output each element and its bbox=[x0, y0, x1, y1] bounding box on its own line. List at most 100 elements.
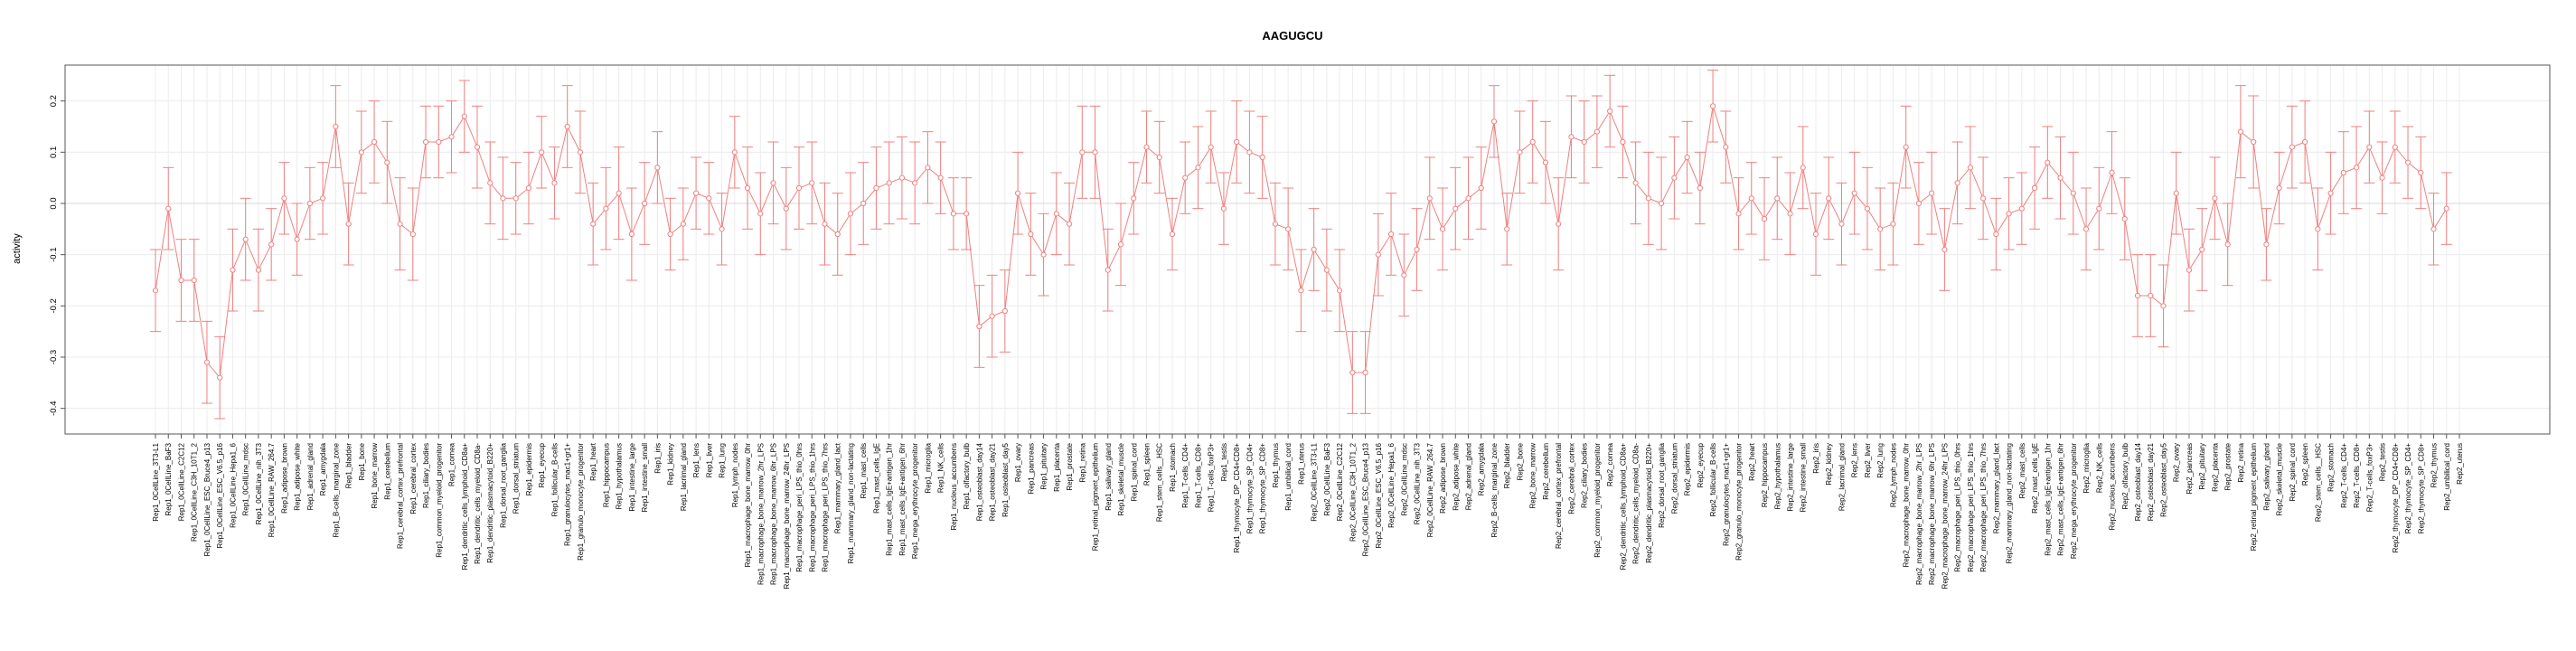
x-tick-label: Rep1_dorsal_striatum bbox=[512, 443, 521, 514]
data-point bbox=[680, 221, 686, 227]
data-point bbox=[1079, 149, 1086, 156]
x-tick-label: Rep1_dendritic_cells_lymphoid_CD8a+ bbox=[461, 443, 469, 571]
x-tick-label: Rep2_osteoblast_day21 bbox=[2147, 442, 2155, 521]
x-tick-label: Rep1_amygdala bbox=[319, 442, 327, 495]
data-point bbox=[551, 180, 558, 186]
data-point bbox=[461, 113, 467, 119]
x-tick-label: Rep1_T-cells_CD8+ bbox=[1194, 443, 1202, 508]
data-point bbox=[628, 231, 635, 238]
x-tick-label: Rep2_dendritic_plasmacytoid_B220+ bbox=[1645, 443, 1653, 563]
x-tick-label: Rep1_spleen bbox=[1142, 443, 1151, 486]
x-tick-label: Rep1_macrophage_peri_LPS_thio_7hrs bbox=[821, 443, 829, 572]
data-point bbox=[2212, 195, 2218, 202]
x-tick-label: Rep2_microglia bbox=[2082, 442, 2091, 493]
x-tick-label: Rep1_T-cells_CD4+ bbox=[1181, 443, 1189, 508]
data-point bbox=[898, 175, 906, 181]
x-tick-label: Rep1_pituitary bbox=[1040, 443, 1048, 490]
x-tick-label: Rep1_pancreas bbox=[1027, 443, 1035, 494]
data-point bbox=[1465, 195, 1471, 202]
x-tick-label: Rep1_osteoblast_day14 bbox=[975, 442, 983, 521]
data-point bbox=[1800, 165, 1806, 171]
x-tick-label: Rep2_mast_cells bbox=[2018, 443, 2026, 498]
x-tick-label: Rep2_pancreas bbox=[2186, 443, 2194, 494]
x-tick-label: Rep2_salivary_gland bbox=[2262, 443, 2270, 511]
data-point bbox=[165, 205, 172, 212]
data-point bbox=[242, 236, 249, 242]
x-tick-label: Rep1_granulocytes_mac1+gr1+ bbox=[564, 443, 572, 546]
x-tick-label: Rep1_ovary bbox=[1014, 443, 1022, 482]
data-point bbox=[564, 123, 570, 130]
data-point bbox=[1709, 103, 1716, 109]
x-tick-label: Rep1_mammary_gland_lact bbox=[834, 442, 842, 533]
x-tick-label: Rep2_thymocyte_SP_CD4+ bbox=[2404, 443, 2412, 534]
y-tick-label: 0.2 bbox=[49, 95, 59, 107]
x-tick-label: Rep2_0CellLine_nih_3T3 bbox=[1414, 442, 1422, 524]
data-point bbox=[1323, 267, 1330, 273]
data-point bbox=[1490, 118, 1498, 125]
data-point bbox=[1169, 231, 1176, 238]
x-tick-label: Rep1_mast_cells_IgE+antigen_1hr bbox=[886, 443, 894, 556]
data-point bbox=[1787, 211, 1793, 217]
x-tick-label: Rep1_0CellLine_Hepa1_6 bbox=[229, 442, 237, 527]
x-tick-label: Rep1_liver bbox=[705, 443, 713, 478]
x-tick-label: Rep1_0CellLine_RAW_264.7 bbox=[268, 442, 276, 537]
x-tick-label: Rep2_0CellLine_Hepa1_6 bbox=[1387, 442, 1396, 527]
gridlines bbox=[65, 65, 2550, 434]
x-tick-label: Rep2_mammary_gland_non-lactating bbox=[2006, 443, 2014, 563]
data-point bbox=[1311, 246, 1317, 253]
x-tick-label: Rep1_0CellLine_ESC_Bruce4_p13 bbox=[203, 442, 212, 556]
x-tick-label: Rep2_cerebral_cortex bbox=[1567, 443, 1575, 514]
data-point bbox=[1581, 138, 1587, 146]
data-point bbox=[2392, 144, 2398, 150]
data-point bbox=[178, 277, 184, 284]
y-tick-label: 0.0 bbox=[49, 197, 59, 209]
x-tick-label: Rep1_thymocyte_SP_CD8+ bbox=[1259, 443, 1267, 534]
x-tick-label: Rep2_follicular_B-cells bbox=[1709, 443, 1717, 516]
data-point bbox=[422, 138, 429, 146]
data-point bbox=[1671, 175, 1678, 181]
data-point bbox=[1748, 195, 1754, 202]
data-point bbox=[512, 195, 519, 202]
x-tick-label: Rep2_bone_marrow bbox=[1529, 443, 1537, 509]
x-tick-label: Rep1_stomach bbox=[1169, 443, 1177, 492]
x-tick-label: Rep1_0CellLine_nih_3T3 bbox=[255, 442, 263, 524]
x-tick-label: Rep2_0CellLine_C2C12 bbox=[1336, 442, 1344, 521]
data-point bbox=[937, 175, 944, 181]
x-tick-label: Rep2_osteoblast_day14 bbox=[2134, 442, 2142, 521]
data-point bbox=[1401, 272, 1407, 278]
x-tick-label: Rep1_osteoblast_day21 bbox=[989, 442, 997, 521]
data-point bbox=[2186, 267, 2193, 273]
x-tick-label: Rep2_0CellLine_ESC_V6.5_p16 bbox=[1375, 442, 1383, 548]
data-point bbox=[1980, 195, 1987, 202]
data-point bbox=[2121, 215, 2128, 222]
data-point bbox=[1826, 195, 1832, 202]
x-tick-label: Rep1_lymph_nodes bbox=[731, 443, 739, 507]
data-point bbox=[950, 211, 956, 217]
data-point bbox=[1182, 175, 1189, 181]
data-point bbox=[1620, 138, 1626, 146]
y-tick-label: -0.4 bbox=[49, 401, 59, 415]
data-point bbox=[1929, 190, 1935, 196]
data-point bbox=[1220, 205, 1227, 212]
data-point bbox=[1195, 165, 1201, 171]
data-point bbox=[1504, 226, 1510, 232]
x-tick-label: Rep2_common_myeloid_progenitor bbox=[1594, 443, 1602, 558]
x-tick-label: Rep2_mast_cells_IgE+antigen_1hr bbox=[2044, 443, 2052, 556]
x-tick-label: Rep2_macrophage_bone_marrow_2hr_LPS bbox=[1915, 443, 1923, 585]
data-point bbox=[1001, 307, 1008, 315]
data-point bbox=[860, 200, 867, 207]
x-tick-label: Rep1_cornea bbox=[448, 442, 456, 486]
data-point bbox=[1967, 165, 1973, 171]
x-tick-label: Rep2_0CellLine_ESC_Bruce4_p13 bbox=[1362, 442, 1370, 556]
x-tick-label: Rep2_adrenal_gland bbox=[1465, 443, 1473, 510]
data-point bbox=[2430, 226, 2437, 232]
x-tick-label: Rep1_macrophage_peri_LPS_thio_0hrs bbox=[795, 443, 804, 572]
data-point bbox=[2251, 138, 2257, 146]
data-point bbox=[603, 205, 609, 212]
data-point bbox=[1014, 190, 1021, 196]
y-axis: -0.4 -0.3 -0.2 -0.1 0.0 0.1 0.2 bbox=[49, 95, 65, 416]
x-tick-label: Rep1_dendritic_plasmacytoid_B220+ bbox=[486, 443, 494, 563]
data-point bbox=[2443, 205, 2449, 212]
data-point bbox=[345, 221, 352, 227]
